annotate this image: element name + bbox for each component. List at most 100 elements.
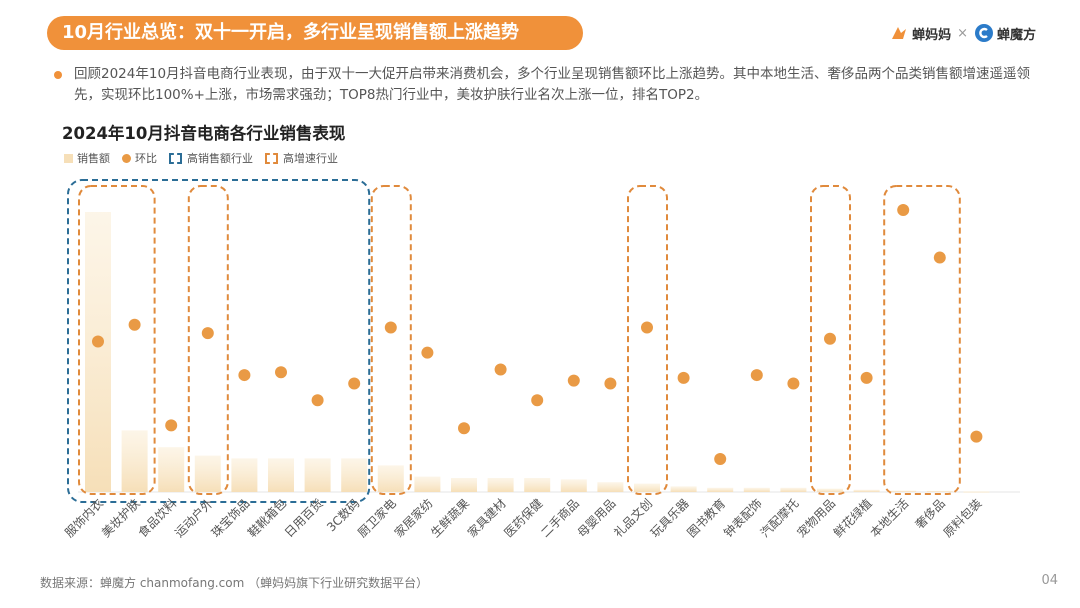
sales-bar xyxy=(853,489,880,492)
mom-dot xyxy=(677,371,690,384)
mom-dot xyxy=(641,321,653,334)
mom-dot xyxy=(311,394,324,407)
mom-dot xyxy=(92,335,104,348)
sales-bar xyxy=(560,479,587,492)
category-label: 厨卫家电 xyxy=(354,496,399,541)
sales-bar xyxy=(121,430,148,492)
mom-dot xyxy=(348,377,361,390)
high-sales-group-box xyxy=(67,179,371,503)
sales-bar xyxy=(377,465,404,492)
high-growth-group-box xyxy=(78,185,156,495)
legend-swatch-bar xyxy=(64,153,73,163)
sales-bar xyxy=(707,487,734,492)
sales-bar xyxy=(85,212,111,492)
category-label: 医药保健 xyxy=(501,496,545,540)
bullet-dot-icon xyxy=(54,71,62,79)
summary-paragraph: 回顾2024年10月抖音电商行业表现，由于双十一大促开启带来消费机会，多个行业呈… xyxy=(54,64,1054,106)
chart-title: 2024年10月抖音电商各行业销售表现 xyxy=(62,124,346,143)
category-label: 汽配摩托 xyxy=(757,496,802,541)
sales-bar xyxy=(231,458,258,492)
page-title: 10月行业总览：双十一开启，多行业呈现销售额上涨趋势 xyxy=(47,16,583,50)
chanmama-logo: 蝉妈妈 xyxy=(889,23,951,43)
category-label: 原料包装 xyxy=(941,496,985,540)
mom-dot xyxy=(787,377,800,390)
sales-bar xyxy=(268,458,294,492)
sales-bar xyxy=(414,476,441,492)
category-label: 玩具乐器 xyxy=(648,496,692,540)
category-label: 二手商品 xyxy=(537,496,582,541)
mom-dot xyxy=(933,251,946,264)
category-label: 钟表配饰 xyxy=(720,496,765,541)
sales-bar xyxy=(817,488,843,492)
sales-bar xyxy=(743,487,770,492)
mom-dot xyxy=(165,419,178,432)
legend-item-sales: 销售额 xyxy=(64,150,110,166)
chanmofang-logo-text: 蝉魔方 xyxy=(996,27,1036,43)
legend-swatch-high-sales xyxy=(169,152,182,164)
mom-dot xyxy=(384,321,397,334)
mom-dot xyxy=(970,430,983,443)
high-growth-group-box xyxy=(883,185,961,495)
category-label: 鲜花绿植 xyxy=(830,496,875,541)
sales-bar xyxy=(524,478,551,492)
mom-dot xyxy=(567,374,580,387)
category-label: 奢侈品 xyxy=(913,496,948,531)
sales-bar xyxy=(926,490,953,492)
legend-item-high-sales: 高销售额行业 xyxy=(169,150,253,166)
category-label: 家具建材 xyxy=(464,496,509,541)
legend-label-high-sales: 高销售额行业 xyxy=(187,152,253,165)
category-label: 宠物用品 xyxy=(794,496,839,541)
sales-bar xyxy=(194,455,221,492)
legend-label-high-growth: 高增速行业 xyxy=(283,152,338,165)
data-source: 数据来源：蝉魔方 chanmofang.com （蝉妈妈旗下行业研究数据平台） xyxy=(40,576,429,590)
mom-dot xyxy=(824,332,836,345)
legend-label-sales: 销售额 xyxy=(77,152,110,165)
sales-bar xyxy=(487,478,514,492)
mom-dot xyxy=(897,204,910,216)
sales-bar xyxy=(963,491,990,493)
sales-bar xyxy=(304,458,331,492)
mom-dot xyxy=(604,377,617,390)
chanmama-logo-icon xyxy=(892,27,907,39)
mom-dot xyxy=(458,422,470,435)
brand-logos: 蝉妈妈 × 蝉魔方 xyxy=(889,20,1036,46)
chart-legend: 销售额 环比 高销售额行业 高增速行业 xyxy=(64,150,350,166)
legend-swatch-high-growth xyxy=(265,152,278,164)
legend-swatch-dot xyxy=(122,153,131,163)
high-growth-group-box xyxy=(627,185,668,495)
logo-separator: × xyxy=(957,25,968,41)
mom-dot xyxy=(238,369,251,382)
mom-dot xyxy=(531,394,544,407)
sales-bar xyxy=(634,483,660,492)
sales-bar xyxy=(890,490,917,492)
legend-label-mom: 环比 xyxy=(135,152,157,165)
chanmofang-logo-icon xyxy=(974,24,993,42)
category-label: 礼品文创 xyxy=(611,496,656,541)
mom-dot xyxy=(860,371,873,384)
mom-dot xyxy=(201,327,214,340)
high-growth-group-box xyxy=(810,185,851,495)
category-label: 本地生活 xyxy=(867,496,911,540)
category-label: 图书教育 xyxy=(684,496,729,541)
mom-dot xyxy=(275,366,287,379)
sales-bar xyxy=(341,458,368,492)
category-label: 家居家纺 xyxy=(391,496,436,541)
sales-bar xyxy=(597,482,624,492)
legend-item-mom: 环比 xyxy=(122,150,157,166)
sales-bar xyxy=(780,487,807,492)
mom-dot xyxy=(128,318,141,331)
mom-dot xyxy=(494,363,507,376)
sales-bar xyxy=(158,447,185,492)
mom-dot xyxy=(421,346,434,359)
category-label: 母婴用品 xyxy=(575,496,619,540)
legend-item-high-growth: 高增速行业 xyxy=(265,150,338,166)
chanmofang-logo: 蝉魔方 xyxy=(974,23,1036,43)
high-growth-group-box xyxy=(370,185,412,495)
category-label: 生鲜蔬果 xyxy=(428,496,472,540)
page-number: 04 xyxy=(1041,573,1058,588)
chanmama-logo-text: 蝉妈妈 xyxy=(912,27,952,43)
mom-dot xyxy=(714,453,727,465)
summary-text: 回顾2024年10月抖音电商行业表现，由于双十一大促开启带来消费机会，多个行业呈… xyxy=(74,66,1031,103)
sales-bar xyxy=(670,486,697,492)
